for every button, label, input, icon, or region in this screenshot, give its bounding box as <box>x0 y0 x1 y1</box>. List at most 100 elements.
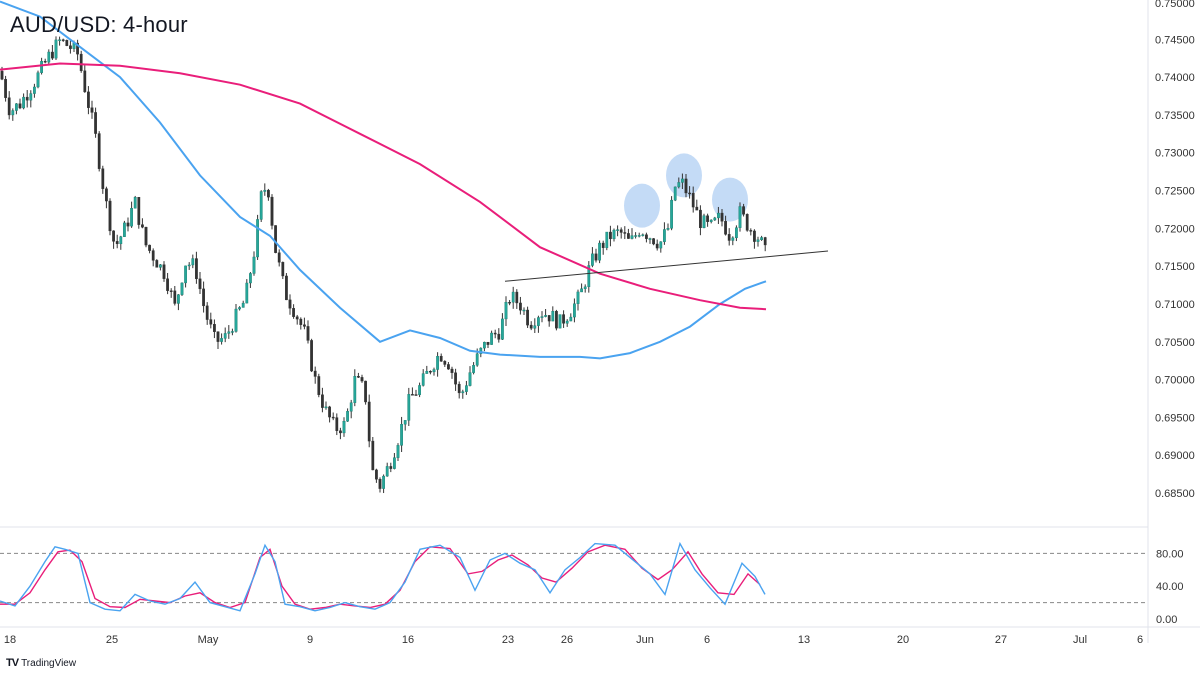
candle-body <box>33 86 36 94</box>
candle-body <box>281 262 285 277</box>
candle <box>400 416 403 452</box>
candle <box>659 241 663 253</box>
candle-body <box>299 318 303 325</box>
candle <box>148 244 151 254</box>
price-tick-label: 0.72500 <box>1155 186 1195 198</box>
candle <box>94 107 98 138</box>
candle <box>367 394 371 448</box>
moving-average-line <box>0 0 767 360</box>
time-tick-label: 13 <box>798 634 810 646</box>
candle-body <box>587 265 591 288</box>
candle-body <box>4 79 8 98</box>
candle <box>749 228 753 236</box>
candle <box>277 249 281 267</box>
time-tick-label: Jun <box>636 634 654 646</box>
candle-body <box>645 234 648 239</box>
candle <box>612 228 616 242</box>
candle <box>180 282 184 297</box>
candle-body <box>616 229 620 231</box>
candle-body <box>122 222 126 237</box>
time-tick-label: May <box>198 634 219 646</box>
candle-body <box>547 315 551 322</box>
candle-body <box>681 178 684 183</box>
candle-body <box>367 401 371 442</box>
candle-body <box>601 242 605 248</box>
candle <box>184 265 187 288</box>
candle <box>454 368 457 391</box>
candle-body <box>238 307 241 310</box>
candle-body <box>457 383 461 394</box>
time-tick-label: 6 <box>704 634 710 646</box>
candle <box>14 103 18 115</box>
candle <box>486 341 490 349</box>
candle <box>317 373 321 398</box>
candle <box>202 281 205 313</box>
candle <box>666 223 670 231</box>
candle <box>209 312 213 329</box>
candle <box>717 206 720 224</box>
candle <box>339 427 342 440</box>
candle-body <box>108 200 112 232</box>
candle <box>630 228 634 240</box>
candle-body <box>738 206 742 228</box>
candle <box>727 228 731 246</box>
candle-body <box>706 215 710 222</box>
candle-body <box>655 243 659 249</box>
candle <box>645 232 648 243</box>
price-tick-label: 0.70500 <box>1155 337 1195 349</box>
candle <box>457 381 461 399</box>
candle-body <box>544 315 548 317</box>
candle-body <box>29 93 33 101</box>
brand-name: TradingView <box>21 657 77 669</box>
candle <box>230 328 234 336</box>
candle-body <box>130 208 133 227</box>
candle-body <box>220 338 223 342</box>
candle-body <box>497 333 501 340</box>
candle <box>43 58 47 64</box>
candle-body <box>140 224 144 228</box>
candle <box>220 333 223 345</box>
candle <box>439 353 443 362</box>
candle <box>331 412 335 421</box>
candle-body <box>360 377 364 382</box>
candle <box>104 186 108 209</box>
candle-body <box>112 230 116 242</box>
candle-body <box>637 235 641 237</box>
candle <box>681 173 684 190</box>
candle <box>540 311 544 323</box>
candle-body <box>97 133 101 169</box>
candle-body <box>198 278 202 290</box>
candle-body <box>194 258 198 280</box>
candle <box>11 108 15 121</box>
candle <box>436 352 439 377</box>
candle-body <box>137 197 141 225</box>
candle <box>443 360 447 367</box>
candle <box>97 131 101 172</box>
candle-body <box>162 264 166 279</box>
candle <box>122 220 126 237</box>
candle-body <box>94 112 98 134</box>
candle <box>22 93 25 110</box>
candle <box>295 314 299 325</box>
candle-body <box>173 290 177 304</box>
candle <box>51 45 54 60</box>
candle-body <box>490 332 493 345</box>
candle-body <box>749 230 753 232</box>
candle-body <box>522 309 526 312</box>
candle-body <box>731 237 735 241</box>
candle <box>576 289 580 311</box>
candle-body <box>634 235 638 237</box>
candle <box>382 474 385 494</box>
candle-body <box>540 316 544 318</box>
candle <box>126 217 130 232</box>
candle <box>342 417 346 437</box>
candle-body <box>429 371 432 373</box>
candle <box>58 36 62 46</box>
candle-body <box>688 192 692 195</box>
moving-average-line <box>0 62 767 311</box>
candle-body <box>180 282 184 295</box>
candle <box>267 188 270 201</box>
candle-body <box>169 290 173 292</box>
candle <box>699 205 702 236</box>
candle <box>18 98 22 110</box>
